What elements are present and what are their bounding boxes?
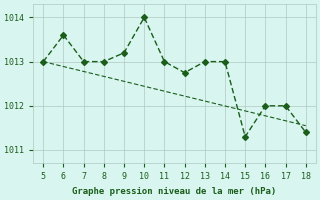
X-axis label: Graphe pression niveau de la mer (hPa): Graphe pression niveau de la mer (hPa) [72,187,276,196]
